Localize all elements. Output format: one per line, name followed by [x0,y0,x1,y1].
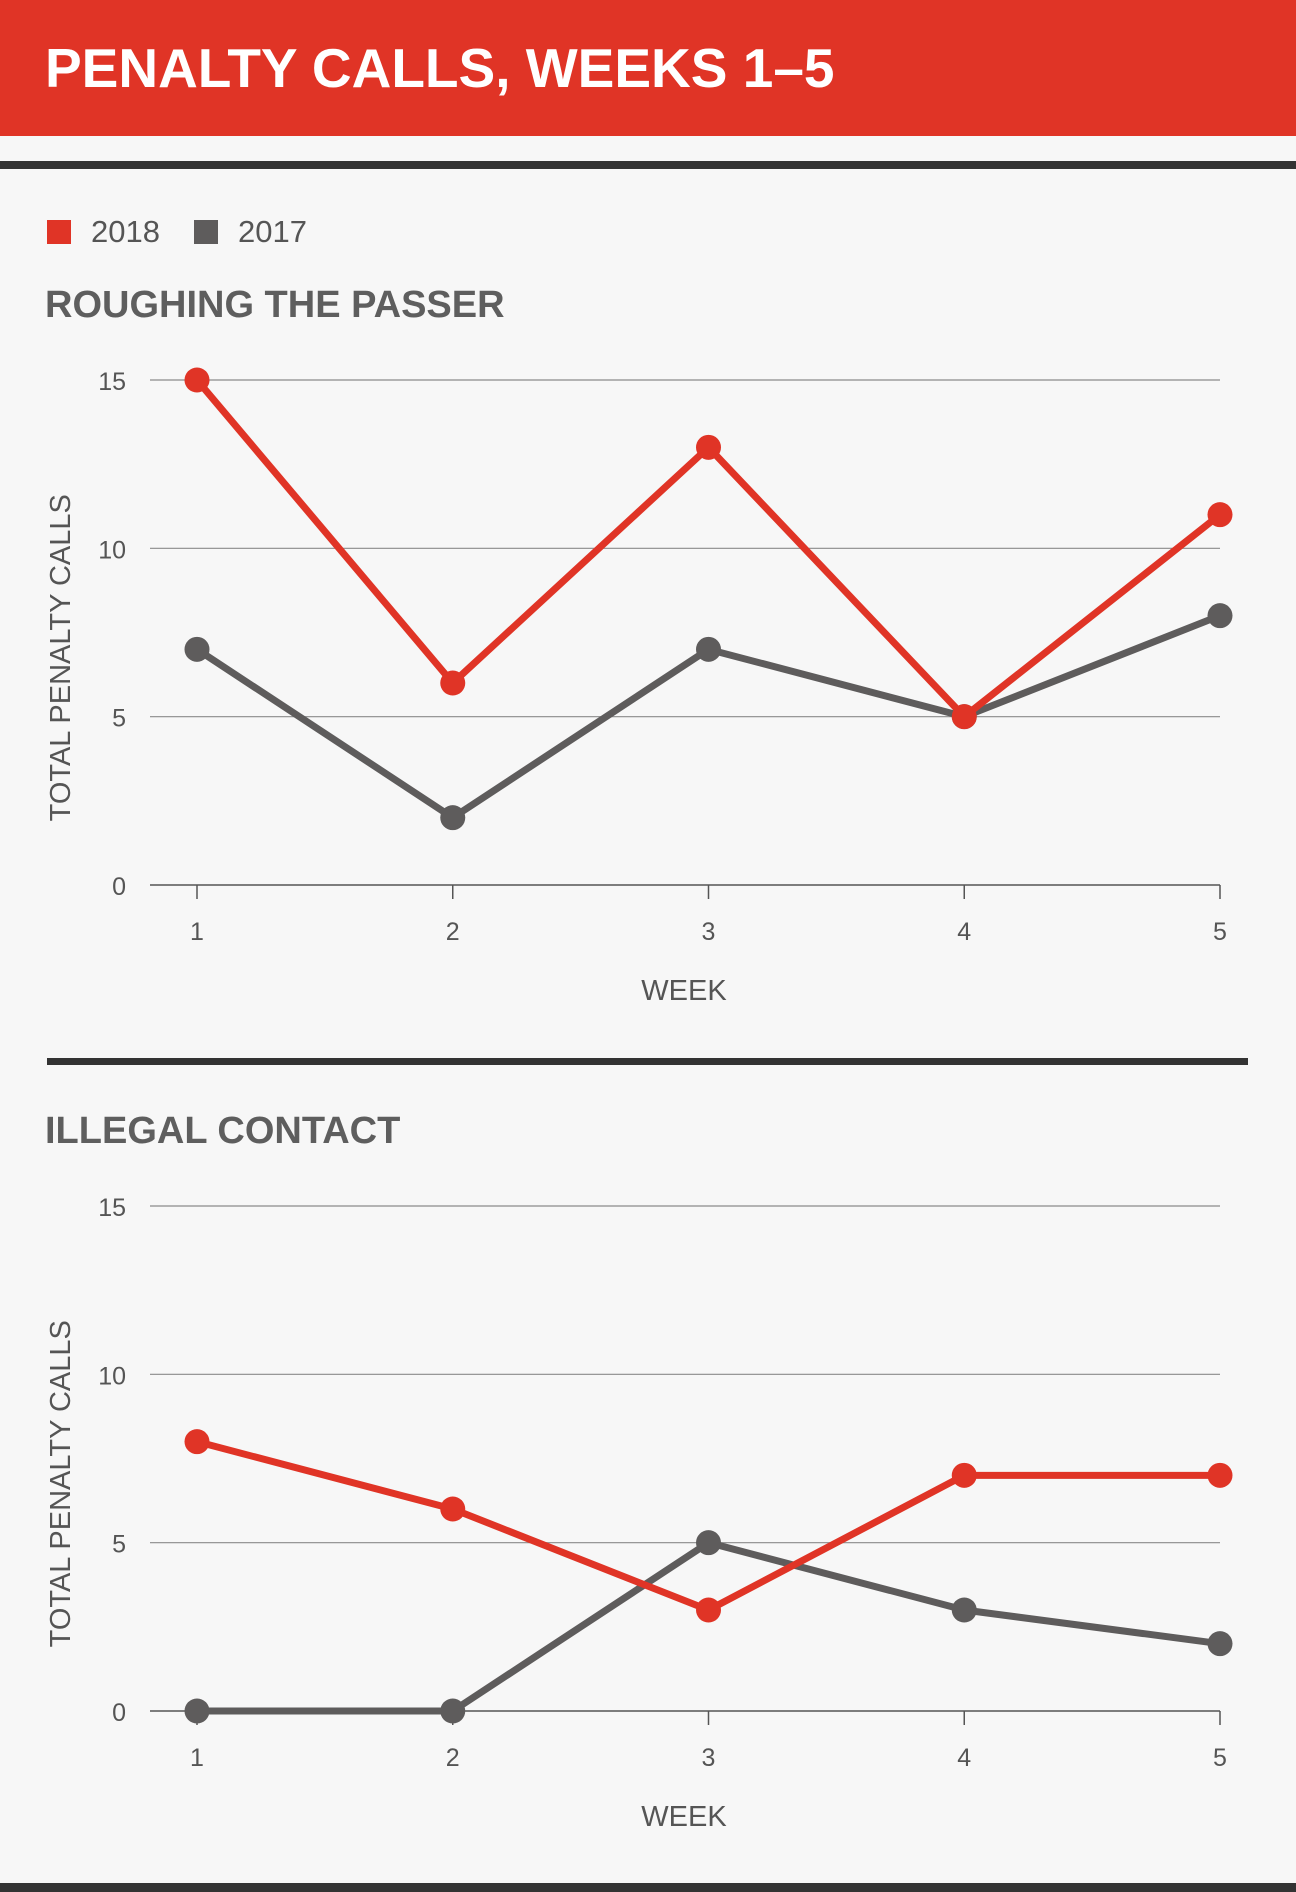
data-point-2017 [1207,603,1233,629]
chart-roughing-the-passer: 0 5 10 15 1 2 3 4 5 WEEK TOTAL PENALTY CALLS [45,367,1233,1007]
section-divider [47,1058,1248,1065]
x-tick-label: 1 [190,1744,204,1772]
data-point-2017 [696,636,721,662]
x-axis-label: WEEK [641,975,727,1007]
x-tick-label: 1 [190,918,204,946]
data-point-2017 [184,636,210,662]
data-point-2018 [440,670,466,696]
data-point-2018 [184,1429,210,1455]
legend-swatch-2018 [47,220,71,244]
legend: 2018 2017 [47,212,341,252]
y-tick-label: 10 [98,536,126,564]
y-tick-label: 0 [112,1699,126,1727]
data-point-2018 [696,434,721,460]
y-tick-label: 5 [112,705,126,733]
data-point-2017 [951,1597,977,1623]
y-axis-label: TOTAL PENALTY CALLS [45,1320,77,1647]
data-point-2018 [951,1462,977,1488]
legend-label-2018: 2018 [91,214,160,249]
x-tick-label: 5 [1213,1744,1227,1772]
bottom-divider [0,1883,1296,1892]
data-point-2018 [951,704,977,730]
y-axis-label: TOTAL PENALTY CALLS [45,494,77,821]
legend-item-2017: 2017 [193,214,307,250]
y-tick-label: 10 [98,1362,126,1390]
data-point-2018 [696,1597,721,1623]
chart-title-roughing: ROUGHING THE PASSER [45,284,505,326]
chart-illegal-contact: 0 5 10 15 1 2 3 4 5 WEEK TOTAL PENALTY CALLS [45,1194,1233,1833]
legend-item-2018: 2018 [47,214,160,250]
y-tick-label: 15 [98,368,126,396]
legend-label-2017: 2017 [237,214,307,249]
data-point-2018 [1207,1462,1233,1488]
y-tick-label: 0 [112,873,126,901]
header-banner: PENALTY CALLS, WEEKS 1–5 [0,0,1296,136]
x-tick-label: 4 [957,918,971,946]
x-tick-label: 2 [446,918,460,946]
x-tick-label: 3 [702,918,716,946]
y-tick-label: 5 [112,1531,126,1559]
x-tick-label: 2 [446,1744,460,1772]
legend-swatch-2017 [193,220,218,244]
page-title: PENALTY CALLS, WEEKS 1–5 [45,37,835,99]
x-tick-label: 5 [1213,918,1227,946]
data-point-2017 [440,805,466,831]
series-line-2018 [193,1438,1224,1614]
x-axis-label: WEEK [641,1801,727,1833]
data-point-2018 [184,367,210,393]
data-point-2017 [696,1530,721,1556]
chart-title-illegal-contact: ILLEGAL CONTACT [45,1110,401,1152]
x-tick-label: 3 [702,1744,716,1772]
data-point-2017 [440,1698,466,1724]
series-line-2017 [193,1539,1224,1715]
data-point-2017 [184,1698,210,1724]
data-point-2018 [1207,502,1233,528]
top-divider [0,161,1296,169]
x-tick-label: 4 [957,1744,971,1772]
data-point-2017 [1207,1631,1233,1657]
y-tick-label: 15 [98,1194,126,1222]
data-point-2018 [440,1496,466,1522]
